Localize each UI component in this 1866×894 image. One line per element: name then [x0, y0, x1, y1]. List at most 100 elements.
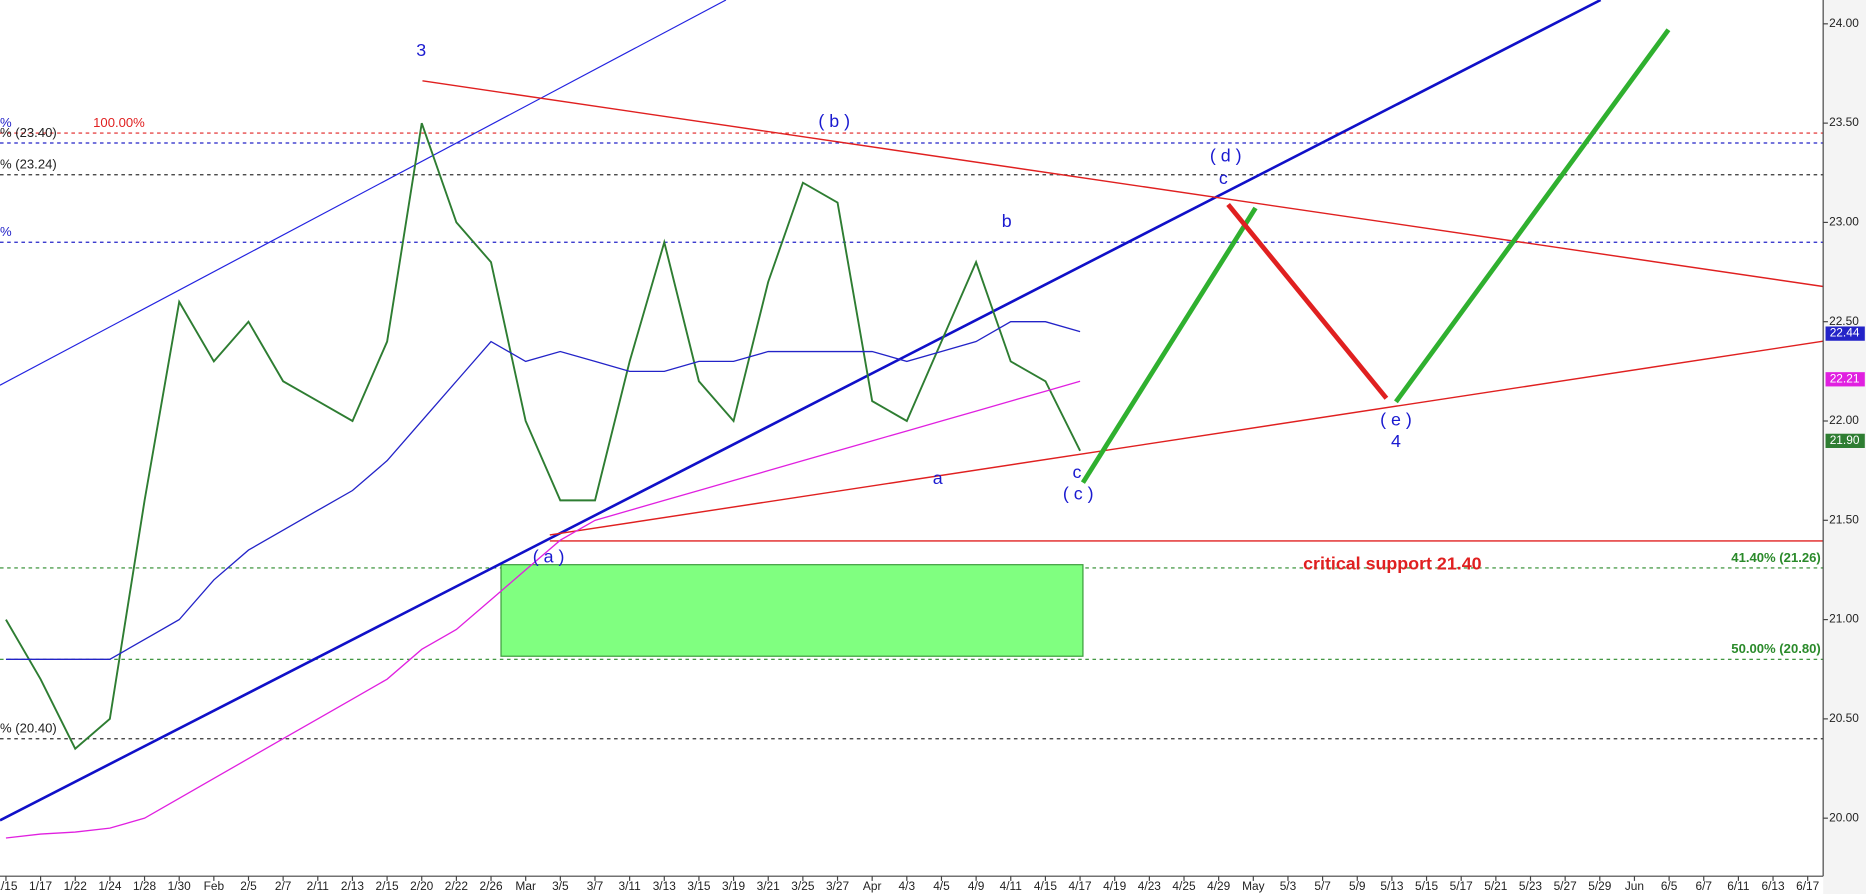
axes: 20.00 20.50 21.00 21.50 22.00 22.50 23.00 23.50…: [0, 16, 1865, 893]
level-label: % (20.40): [0, 721, 57, 736]
x-tick-label: 3/15: [687, 879, 711, 893]
x-tick-label: 2/20: [410, 879, 434, 893]
y-tick-label: 22.50: [1829, 314, 1859, 328]
x-tick-label: 5/29: [1588, 879, 1612, 893]
wave-label: ( c ): [1063, 483, 1094, 503]
price-tag-label: 21.90: [1830, 433, 1860, 447]
channel-line: [0, 0, 727, 386]
price-tag: [1825, 372, 1865, 387]
x-tick-label: 1/22: [64, 879, 87, 893]
level-label: 100.00%: [93, 115, 145, 130]
x-tick-label: 1/17: [29, 879, 52, 893]
level-label: % (23.40): [0, 125, 57, 140]
x-tick-label: 2/15: [376, 879, 400, 893]
x-tick-label: 2/22: [445, 879, 468, 893]
y-tick-label: 20.00: [1829, 810, 1859, 824]
x-tick-label: 5/9: [1349, 879, 1366, 893]
projection-down: [1226, 202, 1389, 400]
x-tick-label: May: [1242, 879, 1265, 893]
y-tick-label: 23.00: [1829, 215, 1859, 229]
level-label: 50.00% (20.80): [1731, 641, 1820, 656]
x-tick-label: 5/7: [1314, 879, 1331, 893]
x-tick-label: 1/15: [0, 879, 18, 893]
wave-label: c: [1219, 168, 1228, 188]
x-tick-label: 4/5: [933, 879, 950, 893]
x-tick-label: 1/28: [133, 879, 157, 893]
x-tick-label: 5/17: [1450, 879, 1473, 893]
y-tick-label: 20.50: [1829, 711, 1859, 725]
x-tick-label: 4/19: [1103, 879, 1127, 893]
x-tick-label: 4/11: [1000, 879, 1023, 893]
x-tick-label: Jun: [1625, 879, 1644, 893]
x-tick-label: 3/7: [587, 879, 604, 893]
wave-label: a: [933, 468, 943, 488]
x-tick-label: 6/5: [1661, 879, 1678, 893]
triangle-lower: [549, 340, 1824, 536]
y-tick-label: 22.00: [1829, 413, 1859, 427]
x-tick-label: 1/30: [168, 879, 192, 893]
target-zone: [500, 564, 1084, 657]
x-tick-label: 5/27: [1554, 879, 1577, 893]
x-tick-label: 3/5: [552, 879, 569, 893]
series: [5, 122, 1081, 839]
x-tick-label: 4/25: [1172, 879, 1196, 893]
wave-label: ( e ): [1380, 410, 1412, 430]
x-tick-label: Apr: [863, 879, 882, 893]
x-tick-label: 2/26: [479, 879, 503, 893]
price-tag-label: 22.44: [1830, 326, 1860, 340]
x-tick-label: 5/15: [1415, 879, 1439, 893]
series-line: [5, 380, 1081, 839]
x-tick-label: 5/21: [1484, 879, 1508, 893]
x-tick-label: 2/5: [240, 879, 257, 893]
x-tick-label: 3/19: [722, 879, 746, 893]
x-tick-label: 6/17: [1796, 879, 1819, 893]
level-label: %: [0, 115, 12, 130]
x-tick-label: 3/13: [653, 879, 677, 893]
x-tick-label: 4/9: [968, 879, 985, 893]
x-tick-label: 5/13: [1380, 879, 1404, 893]
x-tick-label: Mar: [515, 879, 536, 893]
wave-label: 3: [416, 40, 426, 60]
level-label: 41.40% (21.26): [1731, 550, 1820, 565]
y-tick-label: 21.50: [1829, 512, 1859, 526]
x-tick-label: 2/7: [275, 879, 292, 893]
y-tick-label: 23.50: [1829, 115, 1859, 129]
y-tick-label: 24.00: [1829, 16, 1859, 30]
wave-label: ( a ): [533, 546, 565, 566]
projection-up: [1394, 28, 1671, 404]
x-tick-label: 3/25: [791, 879, 815, 893]
x-tick-label: 4/17: [1068, 879, 1091, 893]
x-tick-label: 3/27: [826, 879, 849, 893]
price-tag: [1825, 326, 1865, 341]
x-tick-label: 5/3: [1280, 879, 1297, 893]
x-tick-label: 6/11: [1727, 879, 1750, 893]
support-annotation: critical support 21.40: [1303, 553, 1482, 573]
x-tick-label: 4/3: [899, 879, 916, 893]
y-tick-label: 21.00: [1829, 612, 1859, 626]
x-tick-label: 3/11: [619, 879, 642, 893]
projection-up: [1080, 206, 1258, 484]
price-tag-label: 22.21: [1830, 371, 1860, 385]
wave-label: ( b ): [818, 111, 850, 131]
triangle-upper: [422, 80, 1824, 288]
x-tick-label: Feb: [204, 879, 225, 893]
level-label: % (23.24): [0, 157, 57, 172]
wave-label: c: [1073, 462, 1082, 482]
series-line: [5, 122, 1081, 751]
x-tick-label: 2/13: [341, 879, 365, 893]
x-tick-label: 3/21: [757, 879, 781, 893]
x-tick-label: 1/24: [98, 879, 122, 893]
x-tick-label: 4/29: [1207, 879, 1231, 893]
wave-label: ( d ): [1210, 146, 1242, 166]
price-tag: [1825, 433, 1865, 448]
x-tick-label: 5/23: [1519, 879, 1543, 893]
x-tick-label: 6/13: [1761, 879, 1785, 893]
wave-label: b: [1002, 211, 1012, 231]
wave-label: 4: [1391, 431, 1401, 451]
x-tick-label: 6/7: [1695, 879, 1712, 893]
x-tick-label: 4/15: [1034, 879, 1058, 893]
trendline: [0, 0, 1602, 822]
series-line: [5, 321, 1081, 660]
